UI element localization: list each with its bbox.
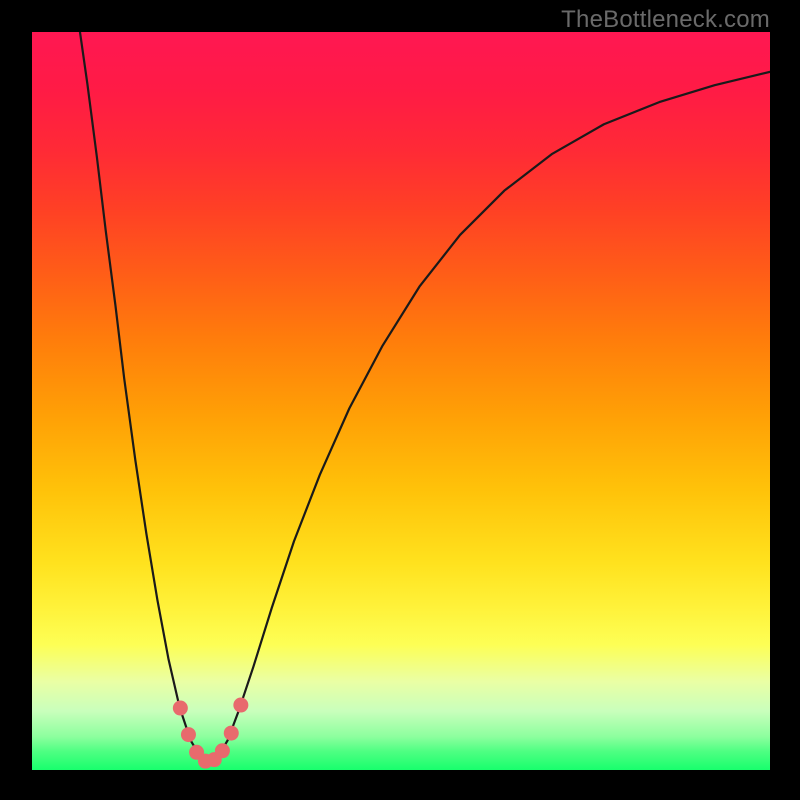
data-point-marker [173, 701, 188, 716]
data-point-marker [215, 743, 230, 758]
data-point-marker [181, 727, 196, 742]
plot-gradient-background [32, 32, 770, 770]
data-point-marker [233, 698, 248, 713]
chart-svg [0, 0, 800, 800]
data-point-marker [224, 726, 239, 741]
chart-root: TheBottleneck.com [0, 0, 800, 800]
